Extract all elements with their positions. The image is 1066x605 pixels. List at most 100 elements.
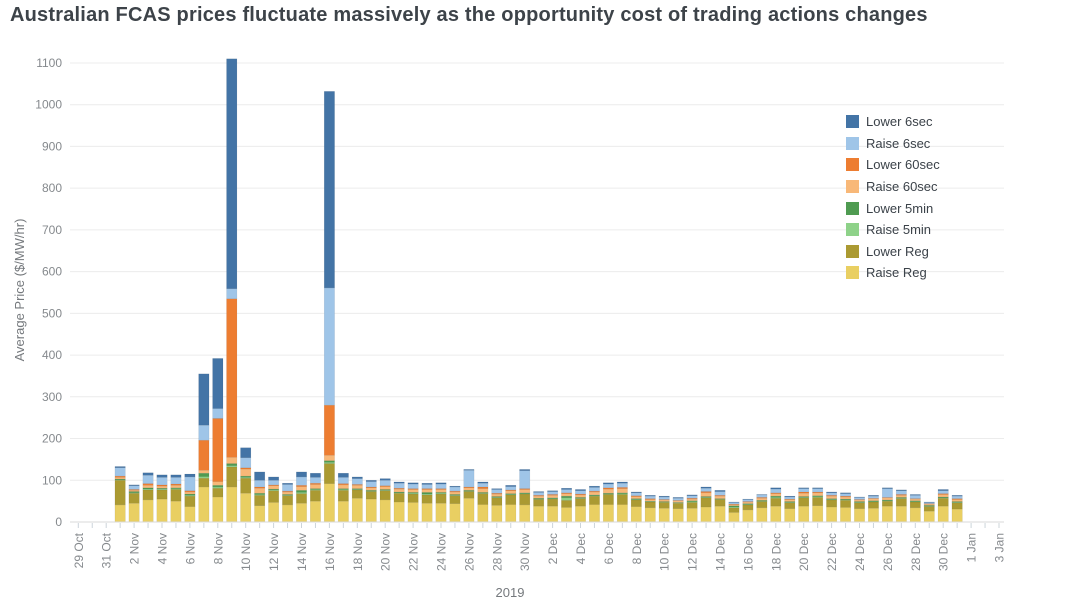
bar-segment-22-dec-raise-60sec[interactable] [826,495,838,499]
bar-segment-27-nov-raise-60sec[interactable] [477,488,489,493]
bar-segment-18-dec-lower-reg[interactable] [770,497,782,507]
bar-segment-22-nov-lower-6sec[interactable] [407,482,419,485]
bar-segment-6-dec-raise-reg[interactable] [602,504,614,523]
bar-segment-17-nov-lower-6sec[interactable] [337,472,349,478]
bar-segment-6-dec-lower-reg[interactable] [602,494,614,505]
bar-segment-22-nov-raise-5min[interactable] [407,492,419,495]
bar-segment-5-nov-lower-reg[interactable] [170,489,182,502]
bar-segment-15-dec-lower-5min[interactable] [728,505,740,508]
bar-segment-10-dec-raise-reg[interactable] [658,507,670,523]
bar-segment-26-dec-raise-60sec[interactable] [881,497,893,501]
bar-segment-19-dec-lower-reg[interactable] [784,502,796,509]
bar-segment-8-nov-raise-6sec[interactable] [212,408,224,419]
bar-segment-12-dec-lower-reg[interactable] [686,502,698,509]
bar-segment-25-nov-lower-5min[interactable] [449,494,461,496]
bar-segment-16-dec-raise-60sec[interactable] [742,501,754,504]
bar-segment-11-dec-raise-60sec[interactable] [672,500,684,503]
bar-segment-26-nov-lower-reg[interactable] [463,491,475,499]
bar-segment-12-nov-lower-reg[interactable] [268,490,280,503]
bar-segment-12-nov-raise-60sec[interactable] [268,485,280,490]
bar-segment-15-dec-lower-reg[interactable] [728,507,740,513]
legend-item-lower-reg[interactable]: Lower Reg [846,241,940,263]
bar-segment-14-nov-raise-6sec[interactable] [296,476,307,486]
bar-segment-24-dec-raise-6sec[interactable] [854,497,865,500]
bar-segment-2-dec-lower-reg[interactable] [547,498,559,507]
bar-segment-21-nov-raise-60sec[interactable] [393,488,405,493]
bar-segment-2-dec-raise-60sec[interactable] [547,495,559,499]
bar-segment-15-dec-raise-6sec[interactable] [728,502,740,505]
bar-segment-14-dec-raise-60sec[interactable] [714,495,726,499]
bar-segment-14-nov-lower-6sec[interactable] [296,471,307,478]
bar-segment-28-dec-raise-6sec[interactable] [909,495,921,499]
bar-segment-31-dec-raise-6sec[interactable] [951,495,963,499]
bar-segment-8-nov-raise-60sec[interactable] [212,481,224,486]
bar-segment-5-dec-raise-reg[interactable] [589,504,600,523]
bar-segment-17-dec-lower-reg[interactable] [756,501,768,509]
bar-segment-16-dec-raise-reg[interactable] [742,509,754,523]
bar-segment-7-nov-lower-5min[interactable] [198,472,210,477]
bar-segment-27-nov-raise-6sec[interactable] [477,482,489,488]
bar-segment-4-nov-raise-reg[interactable] [156,498,168,523]
bar-segment-10-dec-lower-reg[interactable] [658,502,670,509]
bar-segment-1-nov-lower-reg[interactable] [114,480,126,506]
bar-segment-14-dec-raise-reg[interactable] [714,505,726,523]
bar-segment-5-nov-lower-6sec[interactable] [170,474,182,478]
bar-segment-17-nov-raise-6sec[interactable] [337,477,349,484]
bar-segment-8-dec-raise-60sec[interactable] [630,496,642,499]
bar-segment-22-dec-lower-6sec[interactable] [826,491,838,494]
bar-segment-29-nov-raise-60sec[interactable] [505,490,517,494]
bar-segment-3-dec-lower-6sec[interactable] [561,487,572,490]
bar-segment-9-nov-raise-60sec[interactable] [226,457,238,464]
bar-segment-29-dec-lower-reg[interactable] [923,506,935,512]
legend-item-lower-5min[interactable]: Lower 5min [846,197,940,219]
bar-segment-4-nov-lower-6sec[interactable] [156,474,168,478]
bar-segment-12-nov-raise-6sec[interactable] [268,480,280,486]
bar-segment-9-nov-raise-reg[interactable] [226,486,238,523]
bar-segment-24-nov-raise-60sec[interactable] [435,489,447,493]
bar-segment-4-dec-raise-60sec[interactable] [575,494,586,498]
bar-segment-25-dec-lower-reg[interactable] [868,501,879,509]
bar-segment-10-nov-raise-reg[interactable] [240,492,252,523]
bar-segment-16-dec-lower-reg[interactable] [742,504,754,511]
bar-segment-25-nov-raise-6sec[interactable] [449,486,461,492]
bar-segment-14-nov-lower-5min[interactable] [296,490,307,493]
bar-segment-5-dec-raise-60sec[interactable] [589,491,600,496]
bar-segment-31-dec-raise-reg[interactable] [951,508,963,523]
bar-segment-8-nov-lower-60sec[interactable] [212,418,224,482]
bar-segment-30-dec-raise-60sec[interactable] [937,494,949,498]
bar-segment-28-nov-raise-reg[interactable] [491,505,503,523]
bar-segment-4-dec-lower-6sec[interactable] [575,489,586,491]
bar-segment-21-dec-raise-6sec[interactable] [812,488,824,493]
bar-segment-19-nov-lower-5min[interactable] [365,490,377,492]
bar-segment-18-dec-raise-60sec[interactable] [770,493,782,497]
bar-segment-14-dec-raise-6sec[interactable] [714,491,726,496]
bar-segment-12-dec-raise-6sec[interactable] [686,495,698,499]
bar-segment-17-nov-lower-reg[interactable] [337,490,349,502]
bar-segment-19-nov-raise-reg[interactable] [365,498,377,523]
bar-segment-7-dec-lower-6sec[interactable] [616,481,628,484]
bar-segment-20-nov-lower-reg[interactable] [379,490,391,501]
bar-segment-20-dec-lower-reg[interactable] [798,497,810,507]
bar-segment-3-nov-lower-6sec[interactable] [142,472,154,476]
bar-segment-5-nov-raise-reg[interactable] [170,500,182,523]
bar-segment-9-dec-raise-60sec[interactable] [644,499,656,502]
bar-segment-24-nov-raise-6sec[interactable] [435,483,447,489]
bar-segment-8-nov-lower-5min[interactable] [212,485,224,488]
bar-segment-6-nov-raise-6sec[interactable] [184,476,196,491]
bar-segment-24-dec-lower-reg[interactable] [854,502,865,509]
bar-segment-5-dec-raise-6sec[interactable] [589,487,600,492]
bar-segment-5-nov-raise-6sec[interactable] [170,477,182,485]
bar-segment-5-dec-lower-6sec[interactable] [589,485,600,488]
bar-segment-7-nov-lower-60sec[interactable] [198,439,210,471]
bar-segment-11-nov-raise-6sec[interactable] [254,480,266,488]
bar-segment-1-dec-raise-6sec[interactable] [533,492,545,496]
bar-segment-19-dec-raise-6sec[interactable] [784,496,796,500]
bar-segment-19-nov-lower-reg[interactable] [365,491,377,500]
bar-segment-22-dec-raise-reg[interactable] [826,506,838,523]
bar-segment-12-dec-lower-6sec[interactable] [686,494,698,496]
bar-segment-2-dec-lower-6sec[interactable] [547,490,559,492]
bar-segment-3-nov-lower-60sec[interactable] [142,483,154,486]
bar-segment-23-nov-raise-reg[interactable] [421,502,433,523]
bar-segment-16-nov-lower-reg[interactable] [323,463,335,484]
bar-segment-7-nov-raise-reg[interactable] [198,486,210,523]
